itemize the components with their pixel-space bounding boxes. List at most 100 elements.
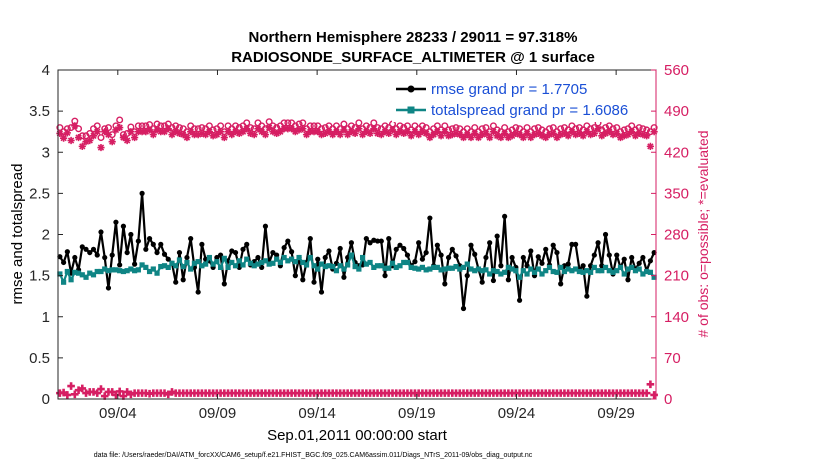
data-point: [255, 254, 261, 261]
data-point: [214, 259, 220, 265]
data-point: [445, 254, 452, 261]
data-point: [382, 273, 388, 279]
data-point: [554, 269, 560, 275]
data-point: [158, 263, 164, 270]
data-point: [558, 264, 564, 270]
data-point: [636, 260, 642, 266]
data-point: [609, 131, 617, 139]
data-point: [145, 126, 154, 134]
data-point: [72, 269, 78, 275]
data-point: [184, 254, 190, 261]
data-point: [590, 129, 598, 138]
data-point: [650, 391, 658, 399]
data-point: [132, 261, 138, 267]
data-point: [180, 277, 186, 283]
data-point: [498, 271, 504, 277]
data-point: [373, 129, 382, 138]
data-point: [191, 260, 198, 266]
data-point: [419, 264, 426, 270]
data-point: [310, 128, 318, 136]
data-point: [128, 266, 134, 272]
data-point: [165, 256, 171, 262]
data-point: [487, 271, 493, 277]
data-point: [598, 132, 606, 140]
data-point: [116, 116, 124, 124]
data-point: [605, 128, 613, 136]
data-point: [86, 129, 94, 137]
data-point: [153, 126, 161, 134]
data-point: [56, 129, 64, 138]
data-point: [535, 266, 541, 272]
data-point: [300, 259, 306, 266]
data-point: [210, 261, 216, 267]
data-point: [427, 266, 433, 272]
data-point: [109, 252, 115, 258]
data-point: [591, 252, 597, 258]
data-point: [83, 246, 89, 252]
data-point: [396, 128, 404, 136]
data-point: [601, 129, 610, 138]
data-point: [288, 256, 295, 262]
data-point: [61, 279, 67, 285]
data-point: [292, 273, 298, 279]
data-point: [489, 128, 498, 136]
data-point: [236, 258, 242, 264]
data-point: [463, 131, 471, 139]
data-point: [277, 259, 283, 266]
data-point: [494, 268, 500, 275]
data-point: [150, 241, 156, 247]
data-point: [625, 277, 631, 283]
x-tick-label: 09/19: [398, 405, 436, 422]
data-point: [392, 131, 400, 139]
data-point: [575, 129, 583, 138]
data-point: [232, 249, 239, 256]
data-point: [386, 236, 392, 242]
data-point: [259, 259, 265, 266]
data-point: [78, 142, 86, 150]
data-point: [546, 264, 553, 270]
data-point: [235, 129, 243, 138]
data-point: [416, 240, 422, 246]
data-point: [538, 132, 546, 140]
data-point: [261, 131, 270, 139]
data-point: [157, 128, 165, 136]
data-point: [322, 263, 328, 270]
data-point: [64, 268, 70, 275]
data-point: [388, 126, 397, 134]
data-point: [265, 123, 273, 132]
data-point: [393, 246, 399, 252]
data-point: [273, 129, 281, 138]
data-point: [431, 264, 437, 270]
data-point: [602, 231, 609, 238]
data-point: [404, 252, 411, 258]
series-1: [57, 252, 657, 285]
data-point: [644, 268, 650, 275]
data-point: [160, 128, 169, 136]
data-point: [102, 266, 108, 272]
data-point: [164, 125, 172, 133]
data-point: [587, 269, 594, 275]
data-point: [401, 245, 407, 252]
data-point: [61, 259, 67, 266]
data-point: [617, 264, 624, 270]
data-point: [229, 259, 235, 266]
data-point: [348, 252, 354, 258]
data-point: [441, 128, 449, 136]
data-point: [287, 125, 296, 133]
data-point: [209, 132, 217, 140]
data-point: [579, 132, 587, 140]
data-point: [377, 131, 385, 139]
data-point: [179, 131, 187, 139]
data-point: [180, 263, 186, 270]
data-point: [352, 263, 358, 270]
data-point: [493, 132, 501, 140]
data-point: [620, 132, 628, 140]
data-point: [184, 259, 190, 266]
data-point: [143, 246, 149, 252]
data-point: [545, 131, 554, 139]
data-point: [535, 254, 541, 260]
data-point: [113, 267, 119, 273]
data-point: [90, 272, 97, 278]
data-point: [468, 242, 474, 248]
data-point: [340, 126, 348, 134]
